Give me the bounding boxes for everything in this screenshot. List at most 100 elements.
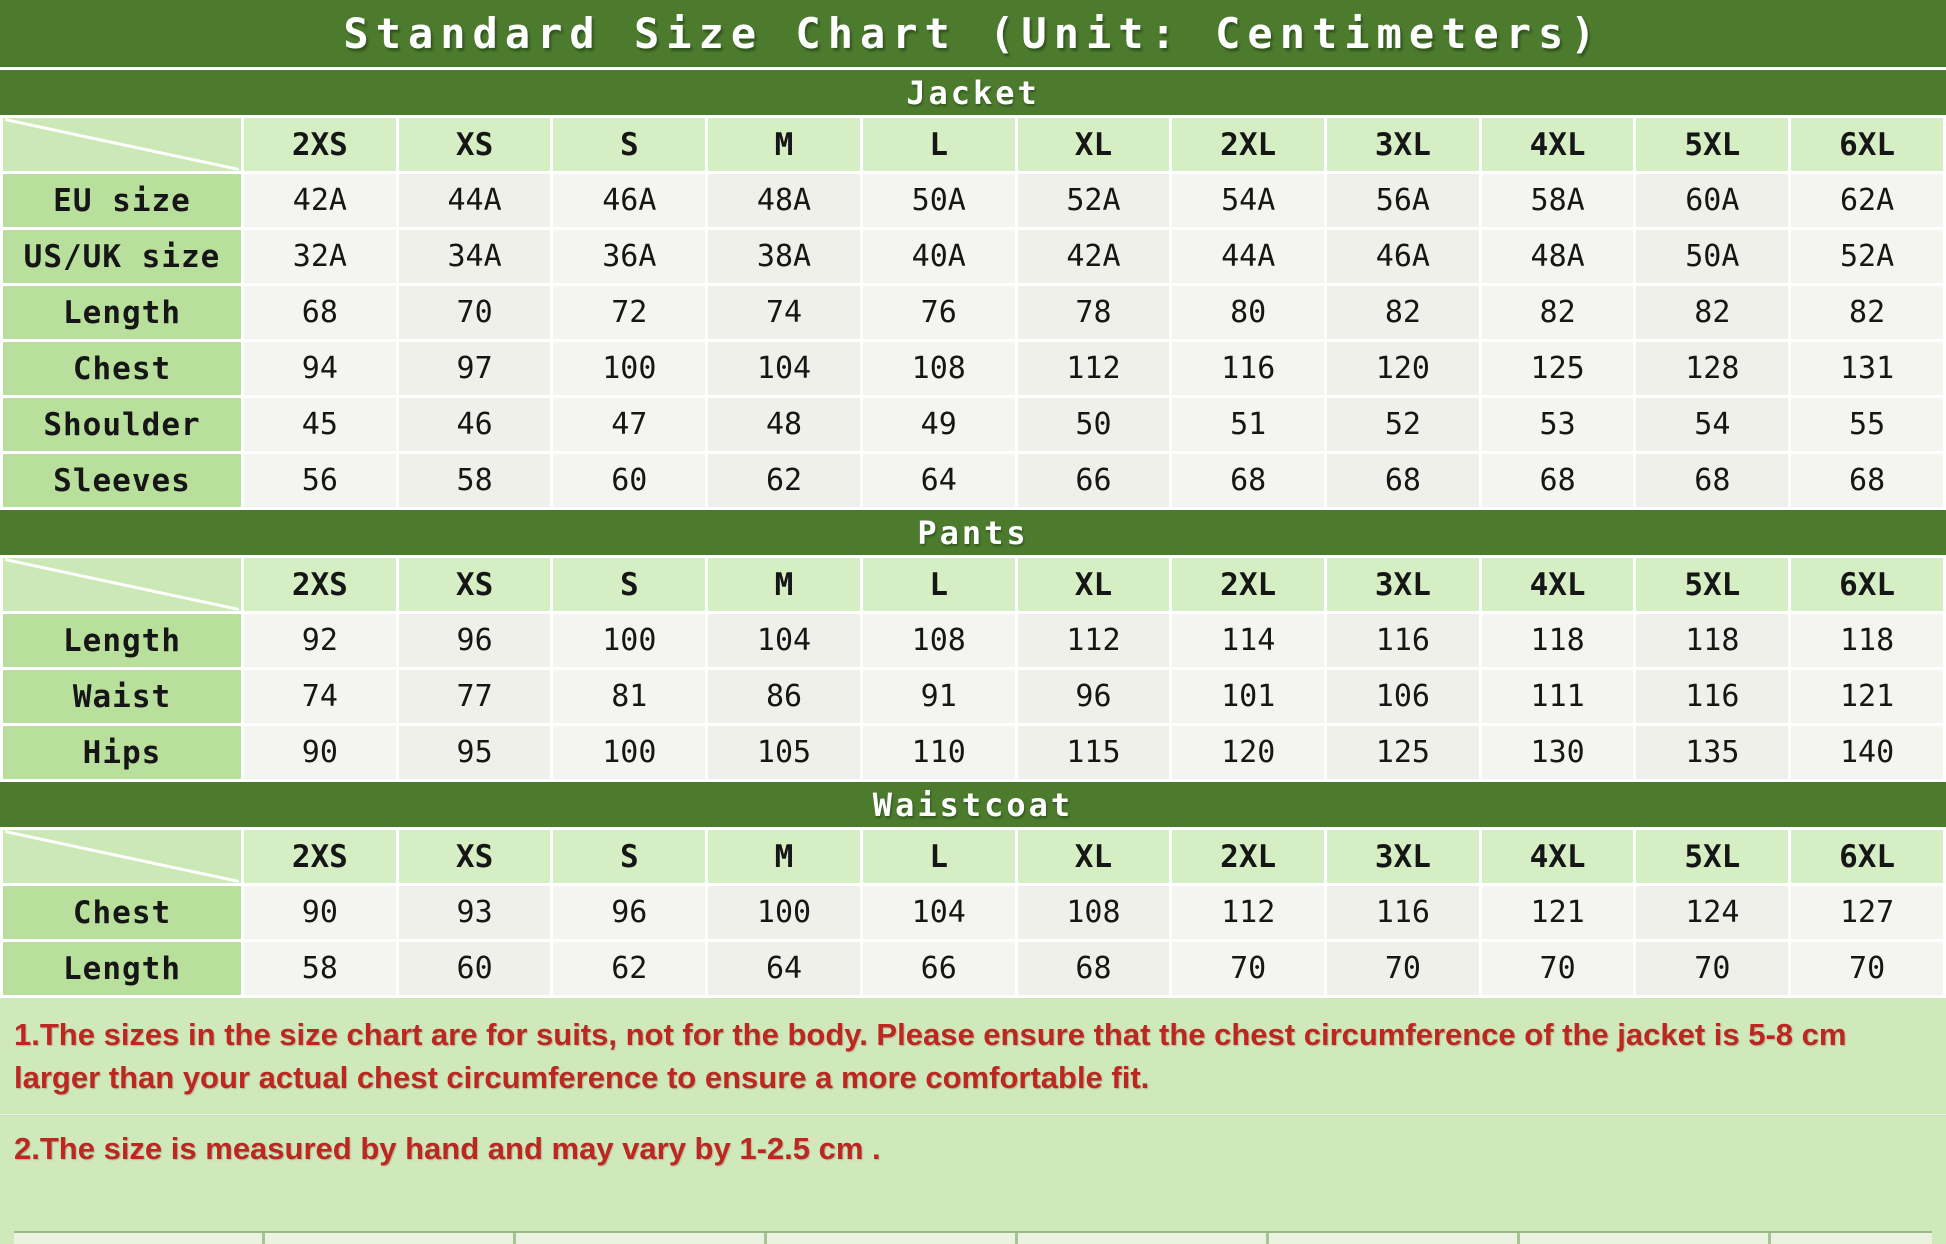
- size-value-cell: 72: [553, 286, 706, 339]
- size-value-cell: 93: [398, 886, 551, 939]
- size-value-cell: 81: [553, 670, 706, 723]
- size-value-cell: 104: [708, 614, 860, 667]
- jacket-row-length: Length 68 70 72 74 76 78 80 82 82 82 82: [3, 286, 1943, 339]
- size-value-cell: 114: [1172, 614, 1325, 667]
- size-column-header: 3XL: [1327, 558, 1479, 611]
- waistcoat-row-length: Length 58 60 62 64 66 68 70 70 70 70 70: [3, 942, 1943, 995]
- row-label: Chest: [3, 886, 241, 939]
- waistcoat-row-chest: Chest 90 93 96 100 104 108 112 116 121 124 127: [3, 886, 1943, 939]
- page-title: Standard Size Chart (Unit: Centimeters): [343, 9, 1603, 58]
- size-value-cell: 124: [1636, 886, 1789, 939]
- size-value-cell: 50A: [862, 174, 1015, 227]
- size-column-header: M: [708, 830, 860, 883]
- pants-row-length: Length 92 96 100 104 108 112 114 116 118 118 118: [3, 614, 1943, 667]
- size-column-header: 2XL: [1172, 558, 1325, 611]
- jacket-row-eu-size: EU size 42A 44A 46A 48A 50A 52A 54A 56A 58A 60A 62A: [3, 174, 1943, 227]
- diagonal-line: [3, 118, 241, 171]
- row-label: US/UK size: [3, 230, 241, 283]
- footnotes: 1.The sizes in the size chart are for su…: [0, 998, 1946, 1244]
- size-value-cell: 46: [398, 398, 551, 451]
- size-column-header: XL: [1017, 558, 1170, 611]
- size-value-cell: 80: [1172, 286, 1325, 339]
- size-value-cell: 94: [244, 342, 396, 395]
- size-value-cell: 112: [1017, 614, 1170, 667]
- pants-table: 2XS XS S M L XL 2XL 3XL 4XL 5XL 6XL Length 92 96 100 10…: [0, 555, 1946, 782]
- jacket-row-chest: Chest 94 97 100 104 108 112 116 120 125 128 131: [3, 342, 1943, 395]
- size-column-header: XL: [1017, 830, 1170, 883]
- size-value-cell: 52A: [1017, 174, 1170, 227]
- size-value-cell: 110: [862, 726, 1015, 779]
- size-value-cell: 45: [244, 398, 396, 451]
- size-value-cell: 76: [862, 286, 1015, 339]
- size-value-cell: 62: [553, 942, 706, 995]
- jacket-row-sleeves: Sleeves 56 58 60 62 64 66 68 68 68 68 68: [3, 454, 1943, 507]
- row-label: Chest: [3, 342, 241, 395]
- size-value-cell: 130: [1481, 726, 1634, 779]
- row-label: Length: [3, 614, 241, 667]
- size-value-cell: 38A: [708, 230, 860, 283]
- diagonal-line: [3, 830, 241, 883]
- size-column-header: 5XL: [1636, 118, 1789, 171]
- size-value-cell: 54A: [1172, 174, 1325, 227]
- size-value-cell: 96: [398, 614, 551, 667]
- size-value-cell: 70: [1172, 942, 1325, 995]
- size-value-cell: 97: [398, 342, 551, 395]
- size-value-cell: 50: [1017, 398, 1170, 451]
- size-value-cell: 42A: [244, 174, 396, 227]
- pants-row-hips: Hips 90 95 100 105 110 115 120 125 130 135 140: [3, 726, 1943, 779]
- size-column-header: 2XS: [244, 118, 396, 171]
- row-label: EU size: [3, 174, 241, 227]
- size-value-cell: 100: [553, 726, 706, 779]
- size-value-cell: 121: [1791, 670, 1943, 723]
- size-value-cell: 118: [1791, 614, 1943, 667]
- diagonal-corner-cell: [3, 558, 241, 611]
- size-value-cell: 115: [1017, 726, 1170, 779]
- size-value-cell: 125: [1327, 726, 1479, 779]
- size-column-header: S: [553, 830, 706, 883]
- size-value-cell: 74: [708, 286, 860, 339]
- size-value-cell: 111: [1481, 670, 1634, 723]
- size-value-cell: 127: [1791, 886, 1943, 939]
- size-value-cell: 118: [1636, 614, 1789, 667]
- footnote-1: 1.The sizes in the size chart are for su…: [14, 1017, 1847, 1095]
- size-value-cell: 116: [1172, 342, 1325, 395]
- section-header-waistcoat: Waistcoat: [0, 782, 1946, 827]
- footnote-divider: [0, 1113, 1946, 1116]
- size-value-cell: 120: [1172, 726, 1325, 779]
- size-column-header: 2XL: [1172, 118, 1325, 171]
- size-value-cell: 34A: [398, 230, 551, 283]
- size-value-cell: 82: [1791, 286, 1943, 339]
- size-column-header: 3XL: [1327, 118, 1479, 171]
- size-value-cell: 70: [1791, 942, 1943, 995]
- size-value-cell: 118: [1481, 614, 1634, 667]
- size-value-cell: 52: [1327, 398, 1479, 451]
- size-value-cell: 90: [244, 726, 396, 779]
- row-label: Waist: [3, 670, 241, 723]
- size-value-cell: 116: [1636, 670, 1789, 723]
- size-value-cell: 66: [1017, 454, 1170, 507]
- size-value-cell: 62: [708, 454, 860, 507]
- size-value-cell: 53: [1481, 398, 1634, 451]
- size-column-header: L: [862, 830, 1015, 883]
- size-value-cell: 70: [398, 286, 551, 339]
- size-value-cell: 112: [1172, 886, 1325, 939]
- size-column-header: 2XS: [244, 558, 396, 611]
- size-value-cell: 52A: [1791, 230, 1943, 283]
- size-column-header: 3XL: [1327, 830, 1479, 883]
- size-value-cell: 135: [1636, 726, 1789, 779]
- jacket-row-shoulder: Shoulder 45 46 47 48 49 50 51 52 53 54 55: [3, 398, 1943, 451]
- section-title-jacket: Jacket: [906, 73, 1040, 112]
- row-label: Length: [3, 942, 241, 995]
- size-value-cell: 108: [862, 342, 1015, 395]
- size-value-cell: 100: [553, 614, 706, 667]
- size-value-cell: 92: [244, 614, 396, 667]
- size-column-header: XS: [398, 830, 551, 883]
- size-value-cell: 66: [862, 942, 1015, 995]
- footnote-2: 2.The size is measured by hand and may v…: [14, 1130, 881, 1166]
- size-value-cell: 70: [1481, 942, 1634, 995]
- size-value-cell: 51: [1172, 398, 1325, 451]
- section-title-waistcoat: Waistcoat: [872, 785, 1074, 824]
- size-column-header: 6XL: [1791, 558, 1943, 611]
- size-value-cell: 58: [398, 454, 551, 507]
- size-column-header: L: [862, 118, 1015, 171]
